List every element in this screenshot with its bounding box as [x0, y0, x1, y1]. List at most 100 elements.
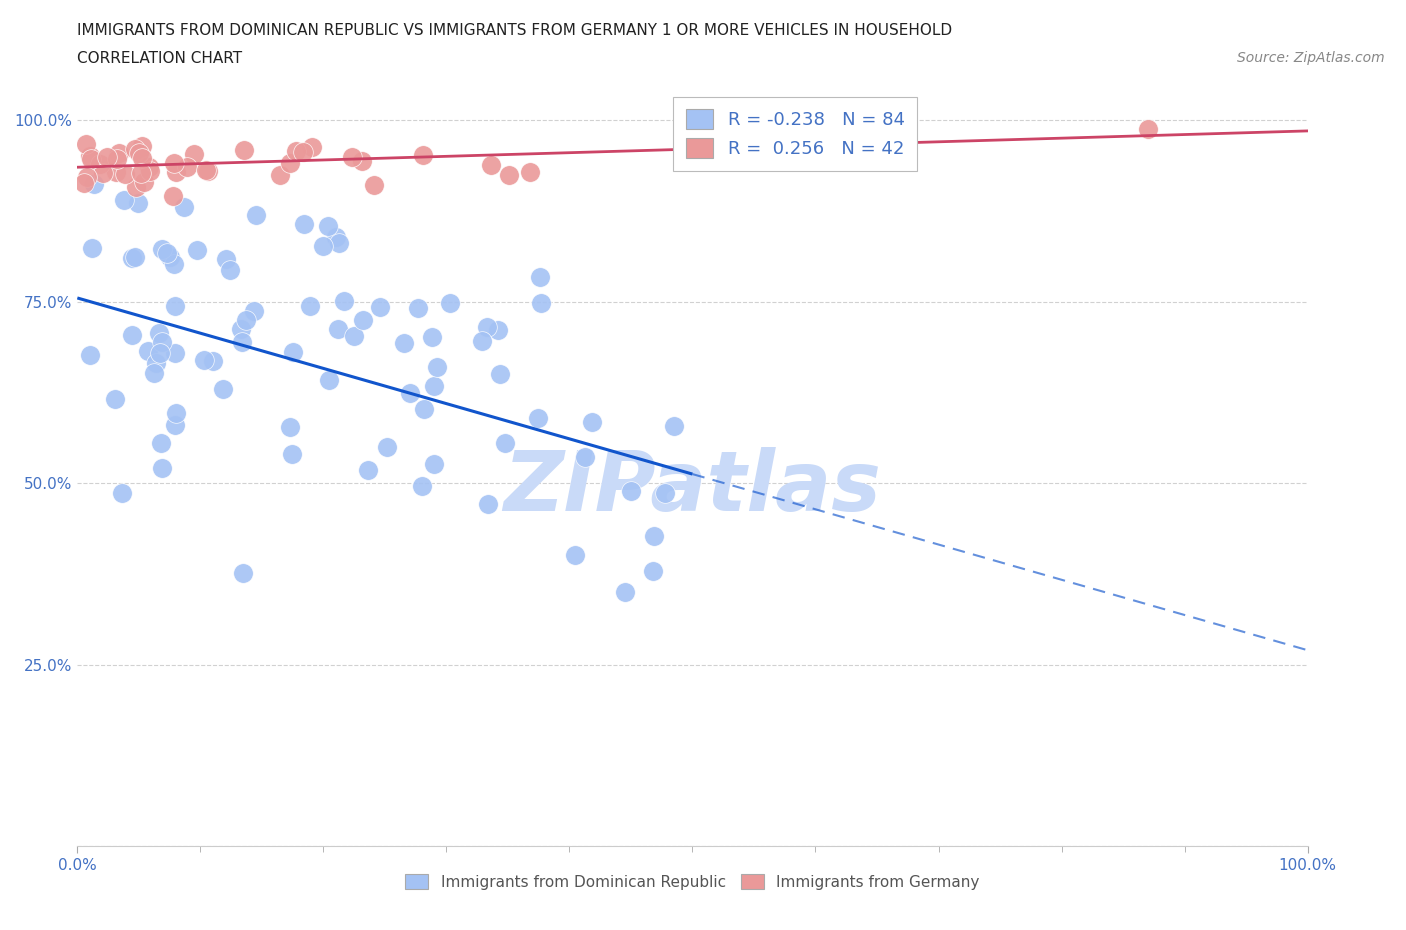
Point — [231, 335, 253, 350]
Point — [150, 334, 173, 349]
Point — [162, 155, 184, 170]
Point — [326, 322, 349, 337]
Point — [243, 303, 266, 318]
Point — [186, 243, 208, 258]
Point — [211, 381, 233, 396]
Point — [406, 301, 429, 316]
Point — [439, 296, 461, 311]
Point — [643, 528, 665, 543]
Point — [80, 152, 103, 166]
Point — [654, 485, 676, 500]
Point — [343, 328, 366, 343]
Point — [83, 177, 105, 192]
Point — [325, 229, 347, 244]
Point — [124, 141, 146, 156]
Point — [422, 457, 444, 472]
Point — [412, 148, 434, 163]
Point — [111, 485, 134, 500]
Point — [159, 249, 181, 264]
Point — [527, 411, 550, 426]
Point — [318, 373, 340, 388]
Point — [643, 564, 665, 578]
Point — [197, 164, 219, 179]
Point — [176, 160, 198, 175]
Point — [394, 336, 416, 351]
Legend: Immigrants from Dominican Republic, Immigrants from Germany: Immigrants from Dominican Republic, Immi… — [399, 868, 986, 896]
Point — [75, 137, 97, 152]
Point — [519, 165, 541, 179]
Point — [301, 140, 323, 154]
Point — [134, 175, 156, 190]
Point — [163, 345, 186, 360]
Point — [340, 150, 363, 165]
Point — [125, 179, 148, 194]
Point — [564, 548, 586, 563]
Point — [245, 207, 267, 222]
Point — [420, 330, 443, 345]
Point — [292, 217, 315, 232]
Point — [105, 153, 128, 167]
Point — [219, 262, 242, 277]
Point — [423, 379, 446, 393]
Point — [173, 199, 195, 214]
Point — [142, 365, 165, 380]
Point — [613, 584, 636, 599]
Point — [529, 270, 551, 285]
Point — [328, 236, 350, 251]
Point — [278, 155, 301, 170]
Point — [471, 333, 494, 348]
Point — [664, 418, 686, 433]
Point — [488, 366, 510, 381]
Point — [411, 479, 433, 494]
Point — [530, 295, 553, 310]
Point — [149, 346, 172, 361]
Point — [73, 176, 96, 191]
Point — [183, 147, 205, 162]
Point — [475, 320, 498, 335]
Text: CORRELATION CHART: CORRELATION CHART — [77, 51, 242, 66]
Point — [193, 352, 215, 367]
Point — [145, 355, 167, 370]
Point — [138, 160, 160, 175]
Point — [124, 250, 146, 265]
Point — [108, 146, 131, 161]
Point — [312, 238, 335, 253]
Point — [278, 420, 301, 435]
Point — [486, 323, 509, 338]
Point — [162, 189, 184, 204]
Point — [149, 435, 172, 450]
Point — [76, 170, 98, 185]
Point — [127, 195, 149, 210]
Point — [498, 167, 520, 182]
Point — [479, 157, 502, 172]
Point — [121, 328, 143, 343]
Point — [104, 392, 127, 406]
Point — [281, 344, 304, 359]
Point — [352, 154, 374, 169]
Point — [291, 145, 314, 160]
Point — [139, 164, 162, 179]
Point — [91, 166, 114, 180]
Point — [413, 402, 436, 417]
Point — [148, 326, 170, 340]
Text: ZIPatlas: ZIPatlas — [503, 447, 882, 528]
Point — [574, 450, 596, 465]
Point — [232, 565, 254, 580]
Point — [165, 165, 187, 179]
Point — [156, 246, 179, 260]
Point — [165, 406, 187, 421]
Point — [619, 484, 641, 498]
Point — [363, 178, 385, 193]
Point — [89, 156, 111, 171]
Point — [356, 463, 378, 478]
Point — [131, 151, 153, 166]
Point — [129, 166, 152, 181]
Point — [377, 440, 399, 455]
Point — [105, 165, 128, 179]
Point — [581, 415, 603, 430]
Point — [131, 139, 153, 153]
Point — [269, 167, 291, 182]
Text: Source: ZipAtlas.com: Source: ZipAtlas.com — [1237, 51, 1385, 65]
Point — [150, 461, 173, 476]
Point — [136, 343, 159, 358]
